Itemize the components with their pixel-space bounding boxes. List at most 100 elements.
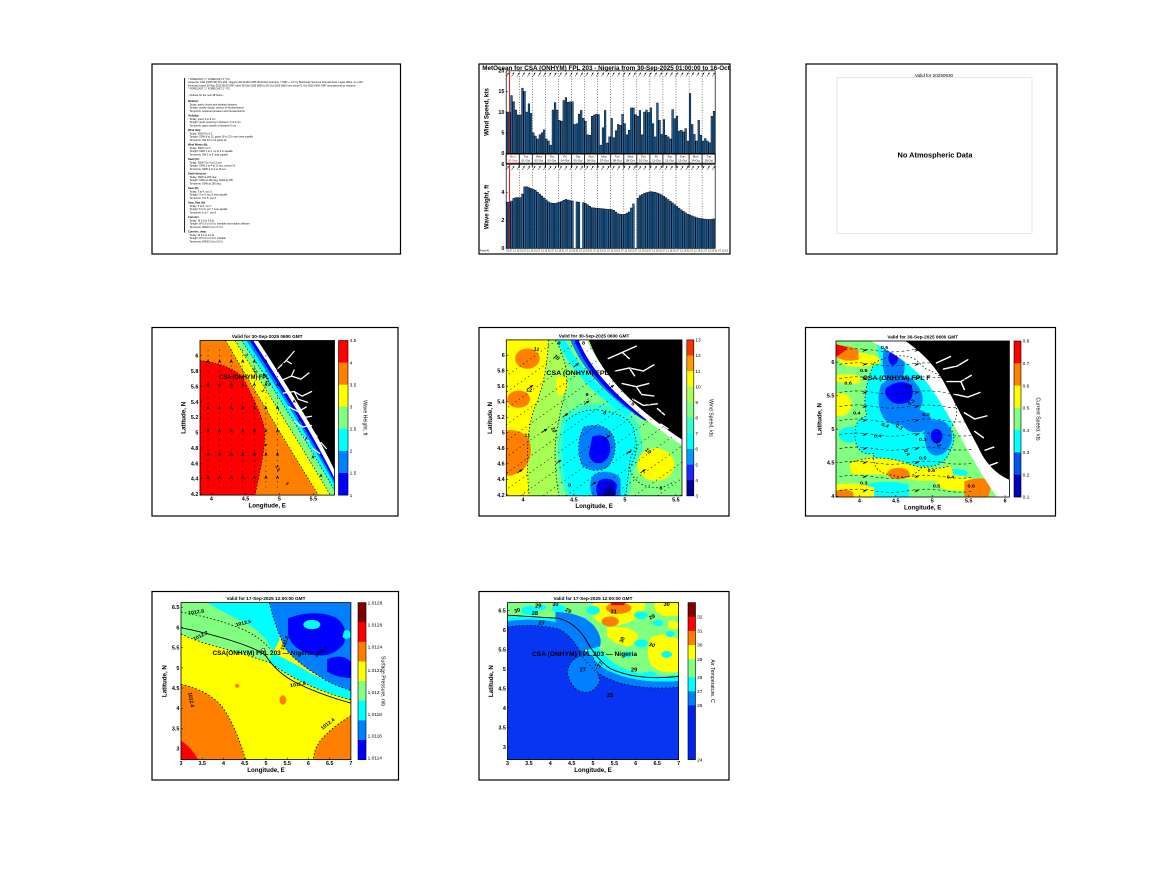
svg-text:CSA (ONHYM) FPL F: CSA (ONHYM) FPL F [863,375,931,382]
svg-text:Valid for 17-Sep-2025 12:00:00: Valid for 17-Sep-2025 12:00:00 GMT [554,596,633,601]
svg-text:Tomorrow: 6 to 7, occ 8: Tomorrow: 6 to 7, occ 8 [190,210,217,214]
svg-text:Tonight: 5 to 6, occ 7 near s: Tonight: 5 to 6, occ 7 near squalls [190,207,229,211]
svg-text:9: 9 [568,483,571,489]
svg-text:- Outlook for the next 48 hour: - Outlook for the next 48 hours - [188,93,224,97]
svg-text:Today: SSW 1 to 2: Today: SSW 1 to 2 [190,146,212,150]
svg-text:1012.8: 1012.8 [188,609,205,617]
svg-text:Latitude, N: Latitude, N [488,665,495,697]
svg-text:3.5: 3.5 [198,761,206,767]
svg-text:7: 7 [695,431,698,437]
svg-text:Latitude, N: Latitude, N [181,401,188,433]
svg-text:5.2: 5.2 [497,415,505,421]
svg-text:5.5: 5.5 [672,497,680,503]
svg-text:7: 7 [677,761,680,767]
svg-text:Surface Pressure, mb: Surface Pressure, mb [380,656,386,706]
svg-text:Tomorrow: 3 to 5, occ 6: Tomorrow: 3 to 5, occ 6 [190,196,217,200]
svg-text:4.5: 4.5 [570,497,578,503]
svg-text:12: 12 [695,353,701,359]
svg-text:Issued for CSA (ONHYM) FPL 203: Issued for CSA (ONHYM) FPL 203 - Nigeria… [188,80,363,84]
svg-text:12: 12 [526,388,532,394]
svg-text:5: 5 [278,497,281,503]
svg-text:3: 3 [506,761,509,767]
svg-text:Thu: Thu [641,155,646,159]
svg-text:05-Oct: 05-Oct [574,159,583,163]
svg-text:0: 0 [501,246,504,252]
svg-text:CSA (ONHYM) FPL Fie: CSA (ONHYM) FPL Fie [546,370,621,377]
svg-text:04-Oct: 04-Oct [561,159,570,163]
svg-text:Seas (ft):: Seas (ft): [188,186,199,190]
svg-text:Tonight: SSW at 200 deg, back: Tonight: SSW at 200 deg, backing 195 [190,178,234,182]
svg-text:28: 28 [697,675,703,681]
svg-text:8: 8 [659,486,662,492]
svg-text:Sat: Sat [576,155,581,159]
svg-text:3.5: 3.5 [251,366,258,375]
svg-text:9: 9 [695,400,698,406]
svg-text:Today: 3 to 4, occ 5: Today: 3 to 4, occ 5 [190,189,213,193]
svg-text:Wave Height, ft: Wave Height, ft [362,400,368,436]
svg-text:Longitude, E: Longitude, E [904,504,941,511]
svg-text:0.3: 0.3 [919,437,927,443]
svg-text:8: 8 [695,416,698,422]
svg-text:4.5: 4.5 [827,461,835,467]
svg-text:6.5: 6.5 [326,761,334,767]
svg-text:4: 4 [695,478,698,484]
svg-text:1.0126: 1.0126 [368,622,383,628]
svg-text:09-Oct: 09-Oct [626,159,635,163]
svg-text:Fri: Fri [655,155,659,159]
svg-text:Wed: Wed [536,155,542,159]
svg-text:5.8: 5.8 [191,369,199,375]
svg-text:Sun: Sun [589,155,595,159]
svg-text:10: 10 [498,110,504,116]
svg-text:0.6: 0.6 [968,484,976,490]
svg-text:4.5: 4.5 [892,499,900,505]
svg-text:Tonight: SSW 8 to 12, gusts 1: Tonight: SSW 8 to 12, gusts 18 to 22 in … [190,135,254,139]
svg-text:5.4: 5.4 [191,400,199,406]
svg-text:Today: SSW 8 to 12: Today: SSW 8 to 12 [190,131,213,135]
svg-text:Tue: Tue [523,155,528,159]
svg-text:5: 5 [501,131,504,137]
svg-text:Mon: Mon [601,155,607,159]
svg-text:4: 4 [263,442,268,447]
svg-text:1.012: 1.012 [368,690,380,696]
svg-text:0.6: 0.6 [1023,383,1030,389]
svg-text:0.5: 0.5 [1023,406,1030,412]
svg-text:6.5: 6.5 [498,608,506,614]
svg-text:5: 5 [195,431,198,437]
svg-text:Valid for 20250930: Valid for 20250930 [915,73,954,78]
svg-text:2.5: 2.5 [350,427,357,433]
svg-text:5.5: 5.5 [827,394,835,400]
svg-text:Longitude, E: Longitude, E [574,767,611,774]
svg-text:6: 6 [176,625,179,631]
svg-text:4: 4 [222,761,225,767]
svg-text:Longitude, E: Longitude, E [575,503,612,510]
svg-text:3.5: 3.5 [172,726,180,732]
svg-text:10: 10 [695,384,701,390]
svg-text:Valid for 30-Sep-2025 0600 GMT: Valid for 30-Sep-2025 0600 GMT [232,334,303,339]
svg-text:4.2: 4.2 [191,492,199,498]
svg-text:0.5: 0.5 [860,368,868,374]
svg-text:11: 11 [533,347,540,353]
svg-text:4: 4 [501,190,504,196]
svg-text:0.6: 0.6 [844,381,852,387]
svg-text:* FORECAST 1: * FORECAST 1 * FORECAST 2 * FC [188,87,230,91]
svg-text:3: 3 [503,745,506,751]
svg-text:Wind Speed, kts: Wind Speed, kts [484,88,491,136]
svg-text:6: 6 [307,761,310,767]
svg-text:32: 32 [697,614,703,620]
svg-text:8: 8 [603,411,606,417]
svg-text:20: 20 [498,69,504,75]
svg-text:Tomorrow: WSW 0.3 to 0.5 kt: Tomorrow: WSW 0.3 to 0.5 kt [190,239,223,243]
svg-text:0.4: 0.4 [874,434,882,440]
svg-text:4.5: 4.5 [242,497,250,503]
svg-text:0.3: 0.3 [907,398,917,407]
svg-text:1012.4: 1012.4 [186,692,195,708]
svg-text:29: 29 [648,614,657,622]
svg-text:Visibility:: Visibility: [188,114,199,118]
svg-text:28: 28 [532,611,538,617]
svg-text:15-Oct: 15-Oct [704,159,713,163]
svg-text:Mon: Mon [510,155,516,159]
svg-text:07-Oct: 07-Oct [600,159,609,163]
svg-text:Today: W 0.3 to 0.6 kt: Today: W 0.3 to 0.6 kt [190,218,215,222]
svg-text:Tomorrow: SSW at 195 deg: Tomorrow: SSW at 195 deg [190,181,222,185]
svg-text:2: 2 [350,449,353,455]
